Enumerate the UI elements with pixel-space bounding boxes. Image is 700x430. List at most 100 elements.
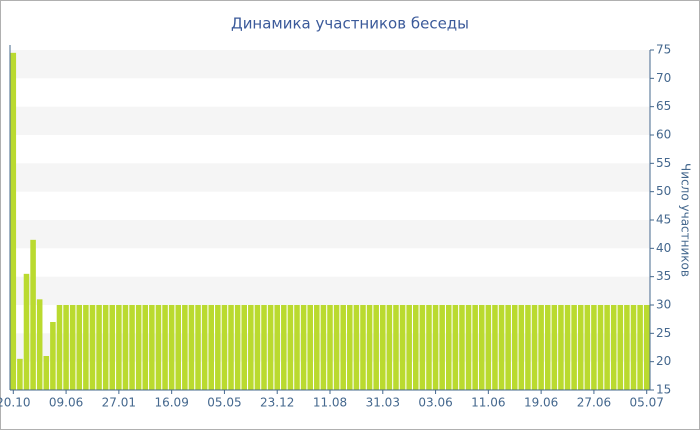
- bar: [201, 305, 208, 390]
- bar: [426, 305, 432, 390]
- bar: [544, 305, 551, 390]
- bar: [314, 305, 320, 390]
- bar: [10, 52, 17, 390]
- bar: [221, 305, 228, 390]
- bar: [149, 305, 155, 390]
- bar: [604, 305, 610, 390]
- bar: [485, 305, 492, 390]
- bar: [30, 239, 36, 390]
- bar: [142, 305, 149, 390]
- y-tick-label: 55: [656, 156, 671, 170]
- bar: [452, 305, 459, 390]
- bar: [274, 305, 280, 390]
- bar: [577, 305, 584, 390]
- bar: [597, 305, 604, 390]
- y-tick-label: 30: [656, 298, 671, 312]
- bar: [617, 305, 624, 390]
- bar: [591, 305, 597, 390]
- bar: [610, 305, 617, 390]
- bar: [518, 305, 525, 390]
- grid-band: [10, 163, 650, 192]
- bar: [102, 305, 109, 390]
- bar: [234, 305, 241, 390]
- y-tick-label: 40: [656, 241, 671, 255]
- bar: [50, 322, 56, 390]
- bar: [36, 299, 43, 390]
- x-tick-label: 11.06: [471, 396, 505, 410]
- bar: [380, 305, 386, 390]
- bar: [188, 305, 195, 390]
- bar: [624, 305, 630, 390]
- x-tick-label: 11.08: [313, 396, 347, 410]
- chart-title: Динамика участников беседы: [231, 15, 469, 33]
- bar: [294, 305, 300, 390]
- bar: [327, 305, 333, 390]
- bar: [564, 305, 571, 390]
- bar: [492, 305, 498, 390]
- bar: [393, 305, 399, 390]
- grid-band: [10, 50, 650, 79]
- x-tick-label: 27.01: [102, 396, 136, 410]
- x-tick-label: 27.06: [577, 396, 611, 410]
- bar: [353, 305, 360, 390]
- y-tick-label: 70: [656, 71, 671, 85]
- y-tick-label: 60: [656, 128, 671, 142]
- bar: [637, 305, 643, 390]
- bar: [241, 305, 247, 390]
- bar: [643, 305, 650, 390]
- y-tick-label: 50: [656, 184, 671, 198]
- bar: [76, 305, 83, 390]
- bar: [129, 305, 135, 390]
- bar: [122, 305, 129, 390]
- bar: [208, 305, 215, 390]
- bar: [248, 305, 254, 390]
- bar: [347, 305, 353, 390]
- bar: [445, 305, 452, 390]
- x-tick-label: 23.12: [260, 396, 294, 410]
- bar: [551, 305, 558, 390]
- y-tick-label: 45: [656, 213, 671, 227]
- bar: [135, 305, 142, 390]
- bar: [465, 305, 472, 390]
- x-tick-label: 05.07: [630, 396, 664, 410]
- bar: [531, 305, 538, 390]
- x-tick-label: 09.06: [49, 396, 83, 410]
- bar: [307, 305, 313, 390]
- bar: [109, 305, 116, 390]
- bar: [228, 305, 234, 390]
- bar: [419, 305, 426, 390]
- bar: [432, 305, 439, 390]
- bar: [333, 305, 340, 390]
- bar: [439, 305, 445, 390]
- y-tick-label: 15: [656, 383, 671, 397]
- grid-band: [10, 276, 650, 305]
- bar: [300, 305, 307, 390]
- bar: [320, 305, 327, 390]
- x-tick-label: 03.06: [418, 396, 452, 410]
- bar: [195, 305, 201, 390]
- bar: [472, 305, 478, 390]
- bar: [83, 305, 89, 390]
- bar: [96, 305, 102, 390]
- bar: [254, 305, 261, 390]
- bar: [89, 305, 96, 390]
- bar: [168, 305, 175, 390]
- bar: [267, 305, 274, 390]
- bar: [538, 305, 544, 390]
- bar: [69, 305, 76, 390]
- bar: [23, 273, 30, 390]
- y-tick-label: 75: [656, 43, 671, 57]
- bar: [525, 305, 531, 390]
- bar: [17, 358, 23, 390]
- bar: [116, 305, 122, 390]
- bar: [373, 305, 379, 390]
- bar: [215, 305, 221, 390]
- y-tick-label: 35: [656, 269, 671, 283]
- bar: [56, 305, 63, 390]
- bar: [261, 305, 267, 390]
- grid-band: [10, 106, 650, 135]
- bar: [63, 305, 69, 390]
- x-tick-label: 31.03: [366, 396, 400, 410]
- bar: [182, 305, 188, 390]
